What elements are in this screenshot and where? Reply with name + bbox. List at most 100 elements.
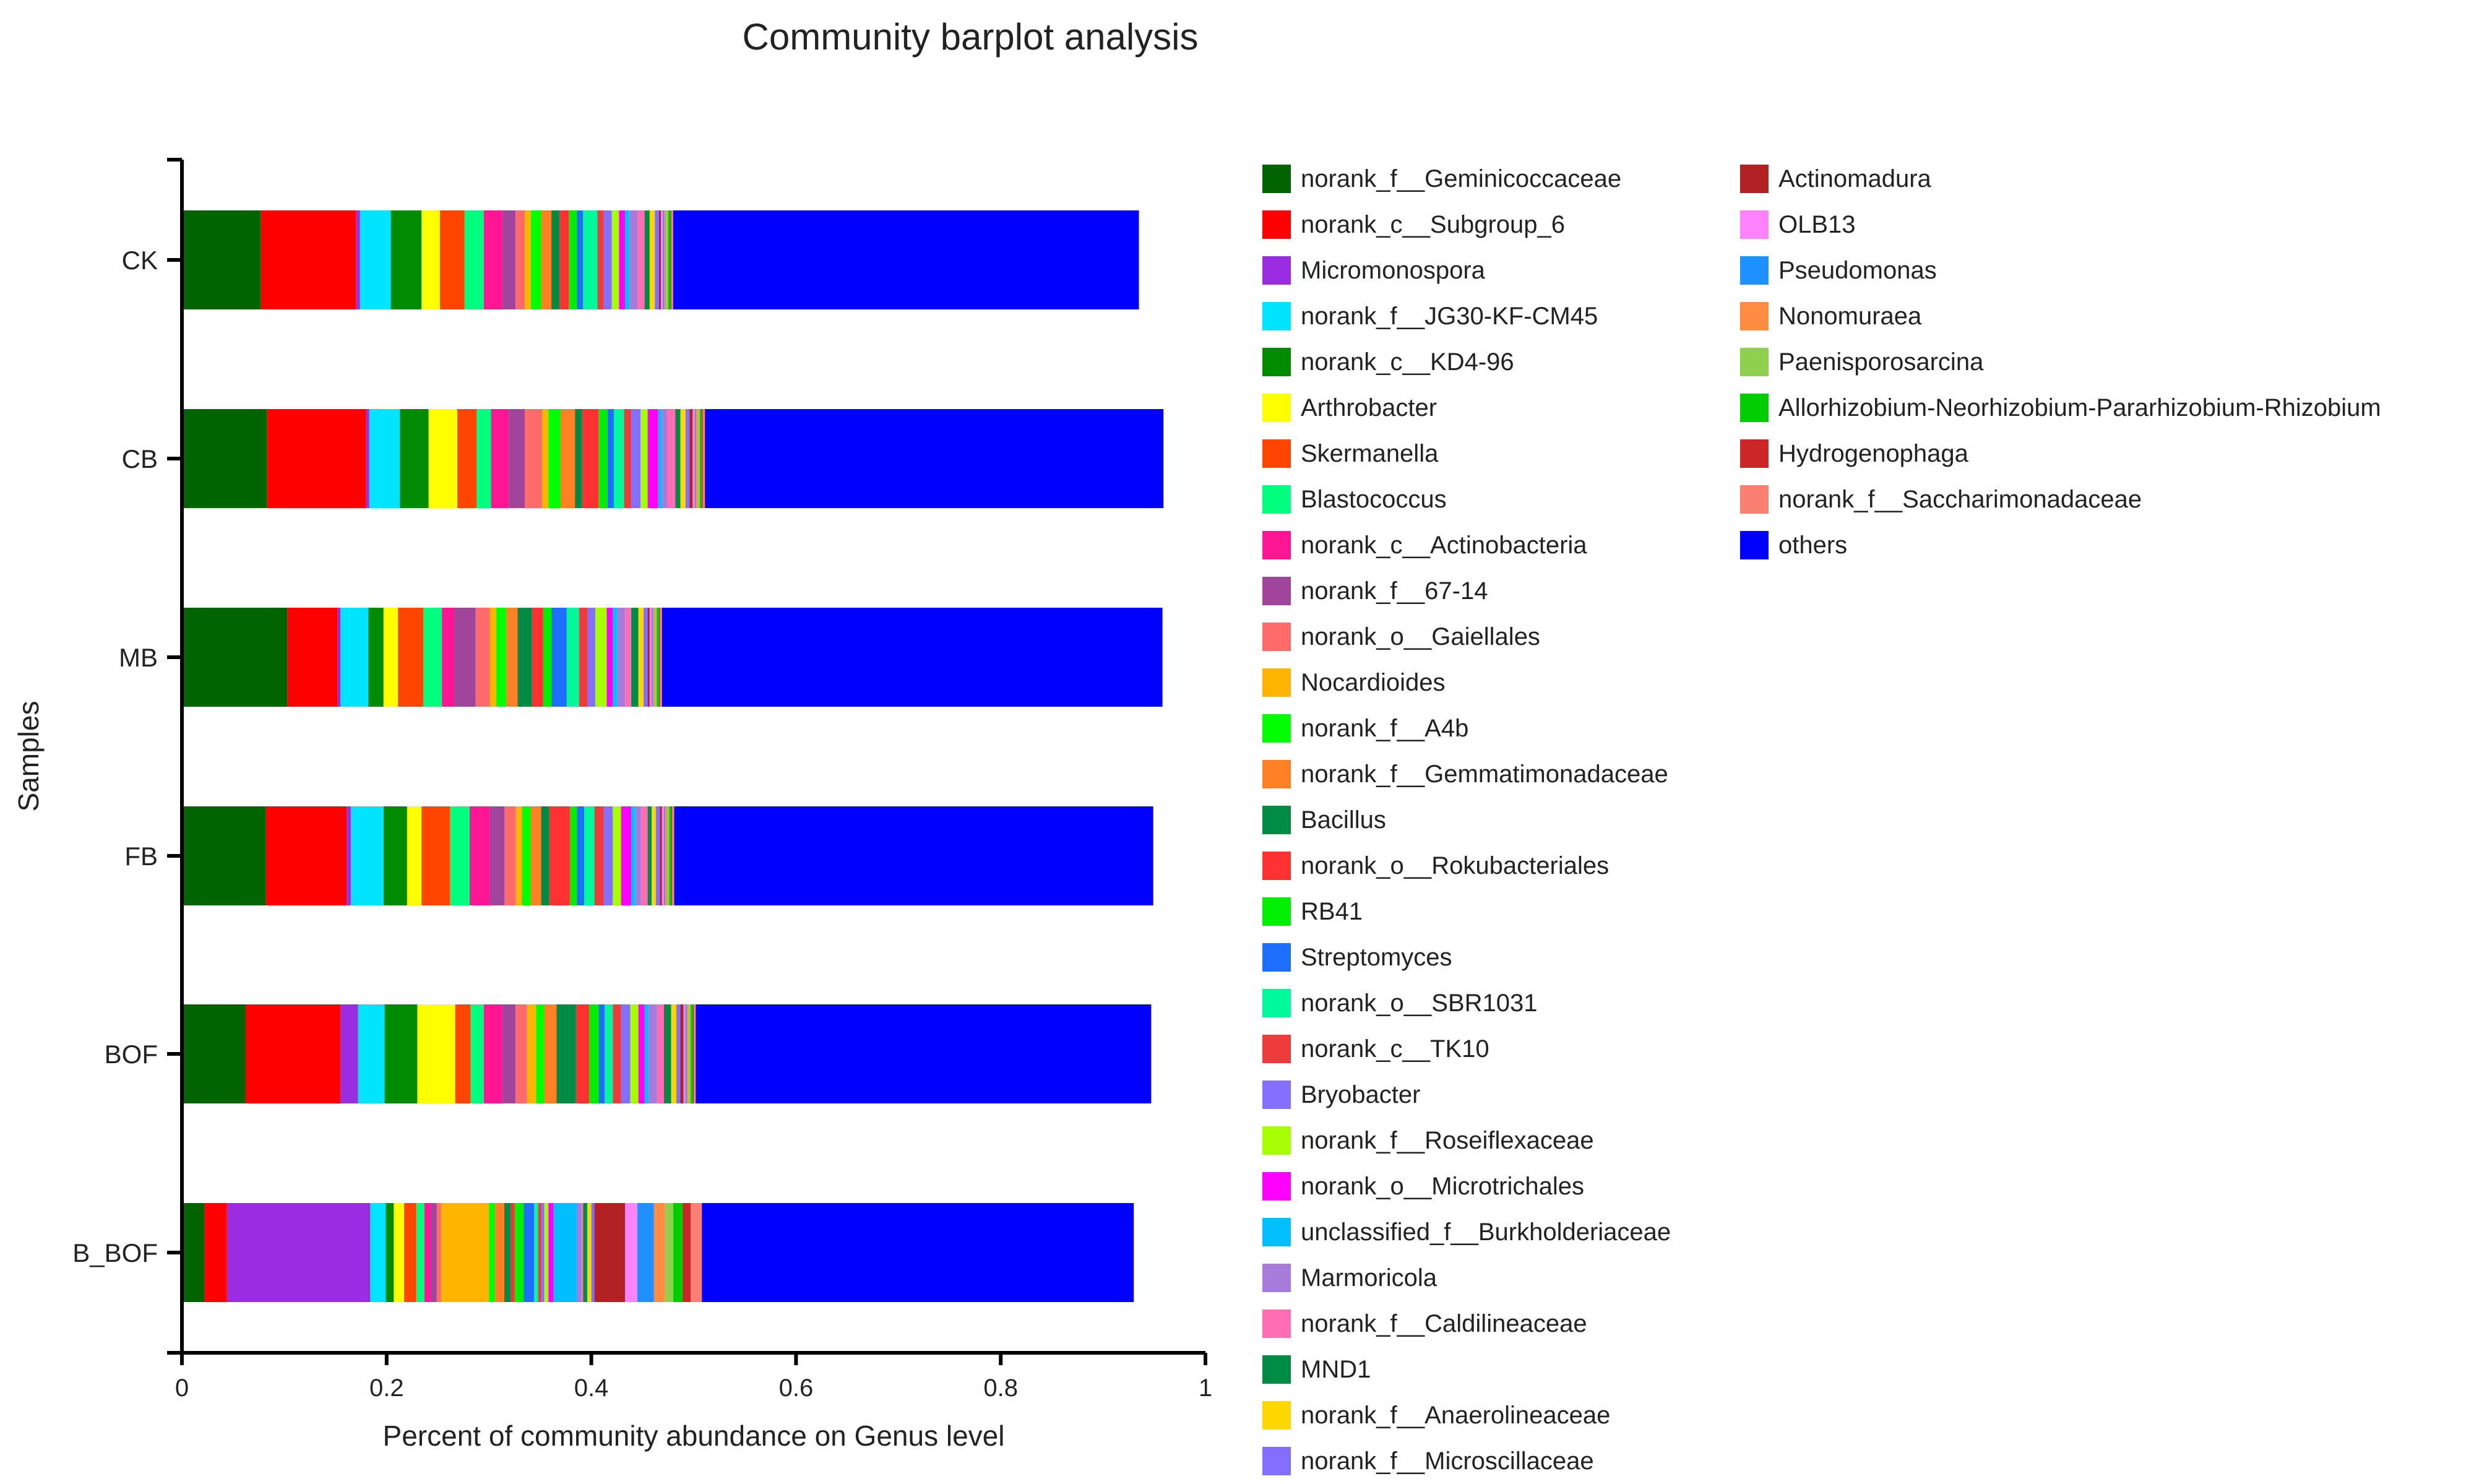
- bar-segment-cb-blastococcus: [476, 409, 491, 508]
- legend-swatch: [1740, 531, 1769, 559]
- bar-segment-cb-olb13: [692, 409, 695, 508]
- bar-row-mb: [182, 608, 1163, 707]
- x-tick-label-4: 0.8: [983, 1374, 1018, 1402]
- legend-label: Nonomuraea: [1778, 303, 1922, 330]
- bar-segment-fb-arthrobacter: [407, 806, 422, 905]
- bar-segment-bof-rb41: [589, 1004, 599, 1103]
- bar-segment-cb-norank-f-gemmatimonadaceae: [560, 409, 575, 508]
- bar-segment-fb-micromonospora: [347, 806, 351, 905]
- legend-label: RB41: [1301, 898, 1363, 925]
- bar-segment-bof-norank-f-saccharimonadaceae: [694, 1004, 696, 1103]
- legend-swatch: [1262, 714, 1291, 743]
- bar-segment-fb-norank-o-sbr1031: [584, 806, 595, 905]
- legend-label: norank_f__JG30-KF-CM45: [1301, 303, 1598, 330]
- bar-segment-ck-marmoricola: [629, 210, 638, 309]
- bar-segment-fb-norank-f-a4b: [522, 806, 532, 905]
- legend-label: Bryobacter: [1301, 1081, 1421, 1108]
- bar-segment-mb-norank-f-geminicoccaceae: [182, 608, 288, 707]
- bar-segment-mb-norank-o-gaiellales: [475, 608, 490, 707]
- legend-label: Micromonospora: [1301, 257, 1485, 284]
- bar-segment-b-bof-blastococcus: [416, 1203, 425, 1302]
- legend-label: norank_f__Gemmatimonadaceae: [1301, 761, 1668, 788]
- legend-label: Paenisporosarcina: [1778, 348, 1984, 376]
- bar-segment-ck-norank-c-tk10: [597, 210, 604, 309]
- legend-label: Arthrobacter: [1301, 394, 1437, 421]
- legend-label: norank_o__Rokubacteriales: [1301, 852, 1610, 879]
- bar-segment-cb-norank-f-geminicoccaceae: [182, 409, 267, 508]
- bar-segment-cb-norank-c-subgroup-6: [267, 409, 366, 508]
- legend-label: Pseudomonas: [1778, 257, 1937, 284]
- legend-label: norank_c__TK10: [1301, 1035, 1489, 1063]
- x-tick-label-0: 0: [175, 1374, 189, 1402]
- bar-segment-bof-norank-c-kd4-96: [384, 1004, 418, 1103]
- legend-swatch: [1740, 302, 1769, 330]
- bar-segment-ck-norank-c-subgroup-6: [261, 210, 356, 309]
- bar-segment-mb-norank-c-kd4-96: [368, 608, 384, 707]
- bar-segment-ck-arthrobacter: [421, 210, 440, 309]
- bar-segment-b-bof-mnd1: [583, 1203, 587, 1302]
- bar-segment-ck-norank-o-gaiellales: [515, 210, 525, 309]
- legend-label: Skermanella: [1301, 440, 1439, 467]
- bar-segment-cb-norank-f-67-14: [508, 409, 525, 508]
- legend-swatch: [1262, 348, 1291, 376]
- legend-label: Hydrogenophaga: [1778, 440, 1968, 467]
- bar-segment-b-bof-actinomadura: [594, 1203, 626, 1302]
- bar-segment-ck-norank-o-sbr1031: [583, 210, 598, 309]
- bar-segment-bof-actinomadura: [680, 1004, 684, 1103]
- bar-segment-bof-norank-f-anaerolineaceae: [671, 1004, 676, 1103]
- bar-segment-cb-skermanella: [457, 409, 477, 508]
- bar-segment-mb-norank-f-jg30-kf-cm45: [340, 608, 369, 707]
- bar-segment-ck-norank-f-saccharimonadaceae: [671, 210, 673, 309]
- bar-segment-bof-others: [696, 1004, 1152, 1103]
- legend-swatch: [1262, 1264, 1291, 1292]
- bar-segment-cb-norank-c-actinobacteria: [491, 409, 509, 508]
- bar-segment-fb-allorhizobium-neorhizobium-pararhizobium-rhizobium: [669, 806, 671, 905]
- legend-swatch: [1262, 577, 1291, 605]
- bar-segment-cb-unclassified-f-burkholderiaceae: [658, 409, 662, 508]
- bar-segment-cb-norank-o-sbr1031: [613, 409, 624, 508]
- bar-segment-bof-norank-c-tk10: [613, 1004, 621, 1103]
- bar-segment-mb-marmoricola: [616, 608, 626, 707]
- legend-label: Blastococcus: [1301, 486, 1447, 513]
- bar-segment-bof-norank-f-geminicoccaceae: [182, 1004, 246, 1103]
- bar-row-fb: [182, 806, 1153, 905]
- bar-segment-ck-hydrogenophaga: [670, 210, 671, 309]
- bar-segment-cb-bryobacter: [631, 409, 640, 508]
- bar-segment-cb-norank-f-a4b: [548, 409, 561, 508]
- bar-segment-fb-marmoricola: [635, 806, 640, 905]
- bar-segment-fb-norank-c-actinobacteria: [469, 806, 490, 905]
- y-axis-label: Samples: [12, 701, 45, 812]
- bar-segment-b-bof-norank-f-roseiflexaceae: [544, 1203, 549, 1302]
- chart-title: Community barplot analysis: [743, 16, 1199, 58]
- legend-label: norank_c__KD4-96: [1301, 348, 1514, 376]
- bar-segment-cb-norank-c-tk10: [624, 409, 632, 508]
- bar-segment-fb-norank-f-roseiflexaceae: [613, 806, 621, 905]
- bar-segment-ck-norank-f-geminicoccaceae: [182, 210, 261, 309]
- bar-segment-fb-others: [674, 806, 1153, 905]
- bar-segment-mb-norank-f-saccharimonadaceae: [660, 608, 662, 707]
- legend-swatch: [1262, 623, 1291, 651]
- bar-segment-bof-nocardioides: [527, 1004, 537, 1103]
- bar-segment-mb-skermanella: [397, 608, 424, 707]
- bar-segment-ck-pseudomonas: [663, 210, 665, 309]
- bar-segment-fb-streptomyces: [577, 806, 585, 905]
- axes: [167, 158, 1205, 1355]
- legend-swatch: [1262, 852, 1291, 880]
- legend-swatch: [1262, 485, 1291, 514]
- legend-label: others: [1778, 532, 1848, 559]
- y-tick-label-ck: CK: [122, 246, 158, 275]
- bar-segment-bof-norank-f-caldilineaceae: [657, 1004, 665, 1103]
- y-tick-label-bof: BOF: [105, 1040, 158, 1069]
- bar-segment-b-bof-nonomuraea: [653, 1203, 665, 1302]
- bar-segment-bof-hydrogenophaga: [692, 1004, 694, 1103]
- bar-segment-mb-norank-c-subgroup-6: [287, 608, 338, 707]
- legend-swatch: [1262, 256, 1291, 285]
- bar-segment-fb-nocardioides: [515, 806, 522, 905]
- bar-segment-bof-norank-o-microtrichales: [638, 1004, 645, 1103]
- bar-segment-b-bof-pseudomonas: [637, 1203, 654, 1302]
- bar-segment-ck-norank-c-kd4-96: [390, 210, 422, 309]
- legend-swatch: [1740, 165, 1769, 193]
- bar-segment-fb-norank-o-rokubacteriales: [549, 806, 570, 905]
- bar-segment-ck-skermanella: [439, 210, 465, 309]
- bar-segment-bof-paenisporosarcina: [688, 1004, 691, 1103]
